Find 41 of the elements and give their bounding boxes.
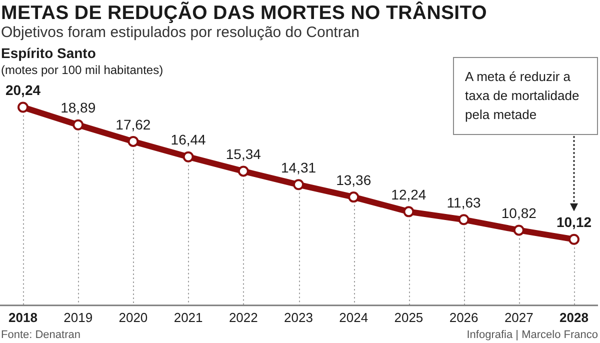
point [293, 179, 304, 190]
data-label: 17,62 [116, 116, 151, 132]
x-tick-label: 2019 [64, 310, 93, 325]
x-tick-label: 2022 [228, 310, 258, 325]
y-axis-title: (motes por 100 mil habitantes) [1, 63, 164, 78]
x-tick-label: 2023 [284, 310, 313, 325]
data-label: 14,31 [280, 160, 316, 176]
point [568, 234, 580, 245]
text: Infografia | Marcelo Franco [466, 329, 598, 342]
text: Espírito Santo [1, 45, 96, 62]
source-note: Fonte: Denatran [1, 329, 80, 342]
data-label: 13,36 [336, 172, 372, 188]
data-label: 10,12 [556, 214, 592, 230]
point [238, 166, 249, 177]
point [403, 206, 414, 218]
x-tick-label: 2025 [394, 310, 424, 325]
data-label: 12,24 [391, 186, 426, 203]
x-tick-label: 2026 [449, 310, 478, 325]
point [72, 119, 84, 130]
x-tick-label: 2028 [560, 310, 588, 325]
x-tick-label: 2021 [174, 310, 203, 325]
point [513, 224, 524, 236]
callout-box: A meta é reduzir a taxa de mortalidade pela metade [453, 57, 598, 135]
x-tick-label: 2018 [8, 310, 38, 325]
data-label: 11,63 [446, 194, 482, 210]
chart-title: METAS DE REDUÇÃO DAS MORTES NO TRÂNSITO [1, 0, 487, 26]
point [348, 192, 360, 203]
point [182, 151, 194, 162]
data-label: 10,82 [501, 205, 537, 222]
point [128, 136, 139, 147]
point [458, 214, 470, 226]
point [18, 102, 28, 113]
x-tick-label: 2020 [118, 310, 148, 325]
data-label: 20,24 [5, 82, 41, 98]
data-label: 18,89 [60, 100, 96, 116]
x-tick-label: 2024 [339, 310, 368, 325]
data-label: 16,44 [170, 132, 206, 148]
chart-subtitle: Objetivos foram estipulados por resolução do Contran [1, 24, 360, 42]
annotation: A meta é reduzir a taxa de mortalidade pela metade [465, 68, 580, 124]
x-tick-label: 2027 [504, 310, 534, 325]
data-label: 15,34 [226, 146, 262, 162]
